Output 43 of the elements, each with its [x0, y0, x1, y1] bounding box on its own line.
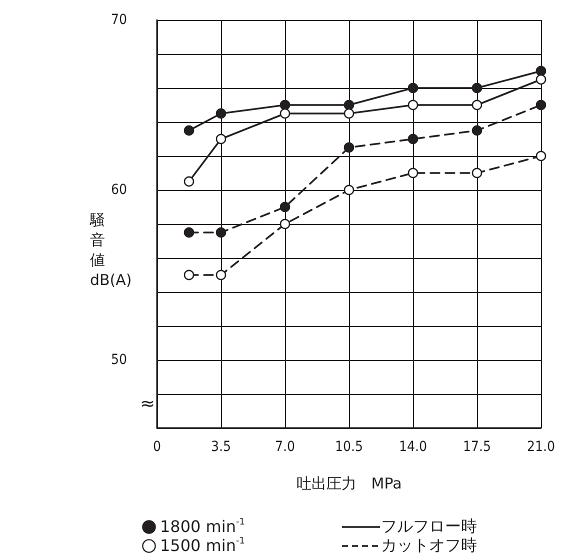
point [472, 82, 482, 94]
point [408, 168, 418, 178]
point [344, 184, 354, 196]
x-tick-label: 17.5 [462, 439, 492, 455]
point [408, 100, 418, 110]
x-tick-label: 7.0 [274, 439, 296, 455]
y-tick-label: 60 [110, 182, 127, 198]
point [216, 134, 226, 144]
point [536, 100, 546, 110]
point [184, 227, 194, 238]
text: カットオフ時 [381, 536, 477, 554]
text: フルフロー時 [381, 516, 477, 536]
x-tick-label: 21.0 [526, 439, 556, 455]
point [408, 82, 418, 94]
x-tick-label: 14.0 [398, 439, 428, 455]
point [280, 202, 290, 212]
x-tick-label: 0 [152, 439, 162, 455]
point [344, 142, 354, 153]
point [472, 125, 482, 136]
point [472, 100, 482, 110]
y-axis-title: 騒音値 dB(A) [89, 211, 132, 289]
x-tick-label: 3.5 [210, 439, 232, 455]
point [184, 125, 194, 136]
point [536, 74, 546, 85]
point [536, 150, 546, 162]
point [408, 134, 418, 144]
point [184, 176, 194, 187]
point [344, 100, 354, 110]
point [472, 168, 482, 178]
point [280, 100, 290, 110]
point [280, 218, 290, 230]
x-tick-label: 10.5 [334, 439, 364, 455]
point [216, 227, 226, 238]
point [216, 108, 226, 119]
x-axis-title: 吐出圧力 MPa [296, 474, 402, 492]
point [344, 108, 354, 119]
point [216, 270, 226, 280]
point [280, 108, 290, 119]
y-tick-label: 70 [110, 12, 127, 28]
point [184, 270, 194, 280]
text: ≈ [140, 394, 156, 414]
y-tick-label: 50 [110, 352, 127, 368]
point [536, 66, 546, 76]
